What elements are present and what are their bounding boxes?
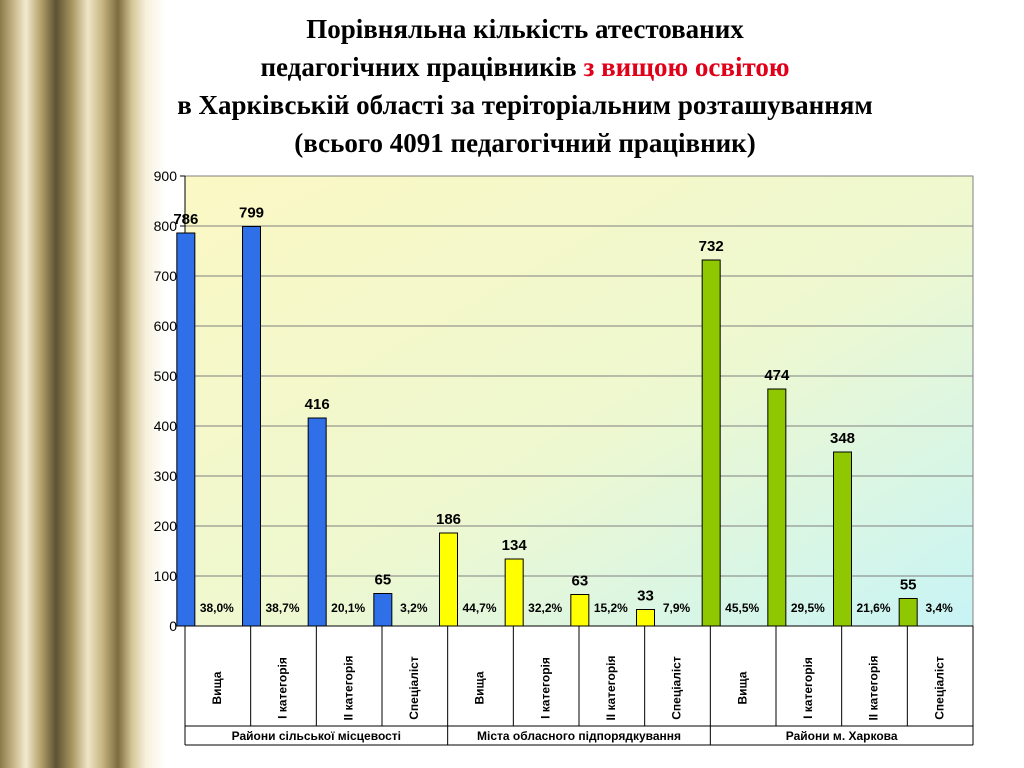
value-label: 134 (502, 537, 528, 554)
percent-label: 38,7% (265, 601, 299, 615)
y-tick-label: 200 (154, 518, 178, 534)
value-label: 63 (571, 573, 588, 590)
title-line-4: (всього 4091 педагогічний працівник) (294, 128, 756, 158)
bar (373, 593, 393, 627)
bar (636, 609, 655, 627)
category-label: Спеціаліст (670, 656, 684, 720)
percent-label: 21,6% (856, 601, 890, 615)
category-label: I категорія (276, 657, 290, 719)
value-label: 55 (900, 577, 917, 594)
bar (242, 226, 261, 627)
category-label: Спеціаліст (407, 656, 421, 720)
category-label: I категорія (538, 657, 552, 719)
y-tick-label: 600 (154, 318, 178, 334)
value-label: 33 (637, 588, 654, 605)
y-tick-label: 800 (154, 218, 178, 234)
value-label: 416 (305, 396, 330, 413)
bar (570, 594, 590, 627)
category-label: Вища (210, 671, 224, 704)
title-line-2-text: педагогічних працівників (260, 52, 584, 82)
category-label: Вища (735, 671, 749, 704)
value-label: 799 (239, 205, 264, 222)
group-label: Міста обласного підпорядкування (477, 729, 681, 743)
bar (307, 417, 327, 627)
y-tick-label: 400 (154, 418, 178, 434)
value-label: 786 (173, 211, 198, 228)
value-label: 186 (436, 511, 461, 528)
category-label: I категорія (801, 657, 815, 719)
percent-label: 32,2% (528, 601, 562, 615)
percent-label: 7,9% (663, 601, 691, 615)
title-line-3: в Харківській області за теріторіальним … (177, 90, 873, 120)
y-tick-label: 300 (154, 468, 178, 484)
percent-label: 3,4% (925, 601, 953, 615)
percent-label: 45,5% (725, 601, 759, 615)
y-axis: 0 100 200 300 400 500 600 700 800 900 (154, 168, 186, 634)
percent-label: 44,7% (462, 601, 496, 615)
title-highlight: з вищою освітою (583, 52, 790, 82)
title-line-2: педагогічних працівників з вищою освітою (60, 48, 990, 86)
y-tick-label: 700 (154, 268, 178, 284)
percent-label: 15,2% (594, 601, 628, 615)
value-label: 65 (374, 572, 391, 589)
bar (176, 232, 196, 627)
decorative-side-stripe (0, 0, 165, 768)
category-label: II категорія (604, 655, 618, 720)
category-label: II категорія (341, 655, 355, 720)
y-tick-label: 100 (154, 568, 178, 584)
title-line-1: Порівняльна кількість атестованих (306, 14, 744, 44)
percent-label: 38,0% (200, 601, 234, 615)
category-label: Спеціаліст (932, 656, 946, 720)
y-tick-label: 0 (169, 618, 177, 634)
bar (898, 598, 918, 627)
x-axis: Вища I категорія II категорія Спеціаліст Рай… (184, 625, 974, 746)
bar (833, 451, 852, 627)
y-tick-label: 900 (154, 168, 178, 184)
y-tick-label: 500 (154, 368, 178, 384)
percent-label: 20,1% (331, 601, 365, 615)
percent-label: 29,5% (791, 601, 825, 615)
bar (767, 388, 787, 627)
bar (504, 558, 524, 627)
bar (439, 532, 458, 627)
value-label: 732 (699, 238, 724, 255)
value-label: 348 (830, 430, 855, 447)
percent-label: 3,2% (400, 601, 428, 615)
page-title: Порівняльна кількість атестованих педаго… (60, 10, 990, 162)
bar (701, 259, 721, 627)
value-label: 474 (764, 367, 790, 384)
category-label: II категорія (867, 655, 881, 720)
group-label: Райони м. Харкова (786, 729, 898, 743)
plot-area (184, 175, 974, 627)
category-label: Вища (473, 671, 487, 704)
group-label: Райони сільської місцевості (232, 729, 401, 743)
